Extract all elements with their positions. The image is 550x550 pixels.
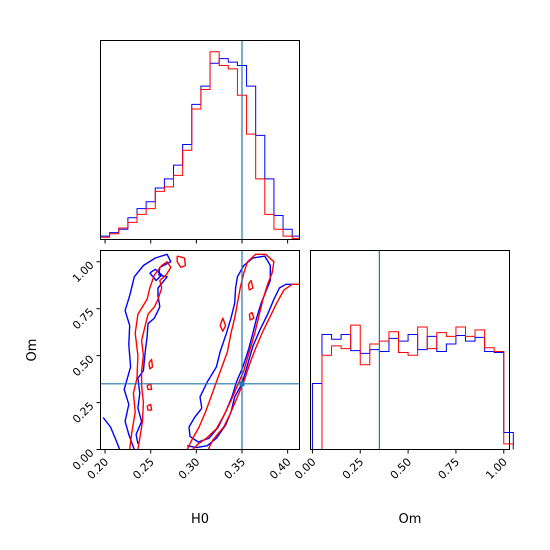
om-histogram-frame xyxy=(310,250,510,450)
om-bottom-tick-label-5: 1.00 xyxy=(483,455,510,482)
contour-line-11 xyxy=(186,253,275,450)
h0-tick-label-5: 0.40 xyxy=(267,455,294,482)
h0-histogram-series xyxy=(100,51,300,240)
om-tick-label-3: 0.50 xyxy=(70,353,97,380)
om-bottom-tick-label-2: 0.25 xyxy=(340,455,367,482)
h0-tick-label-4: 0.35 xyxy=(222,455,249,482)
truth-marker xyxy=(239,381,245,387)
contour-series xyxy=(102,253,300,450)
h0-axis-label: H0 xyxy=(191,512,209,527)
h0-histogram-line-2 xyxy=(100,51,300,240)
contour-line-6 xyxy=(129,261,172,450)
om-yticks: 0.000.250.500.751.00 xyxy=(70,259,101,473)
h0-histogram-frame xyxy=(100,40,300,240)
om-histogram-line-1 xyxy=(311,334,514,450)
contour-line-2 xyxy=(123,253,172,450)
h0-histogram-panel xyxy=(100,40,300,244)
h0-tick-label-3: 0.30 xyxy=(176,455,203,482)
contour-line-9 xyxy=(146,403,153,411)
contour-line-8 xyxy=(146,383,153,391)
contour-line-12 xyxy=(207,283,300,450)
contour-line-7 xyxy=(148,358,154,370)
om-xticks: 0.00 0.25 0.50 0.75 1.00 xyxy=(292,449,510,482)
h0-tick-label-2: 0.25 xyxy=(130,455,157,482)
contour-line-1 xyxy=(102,417,121,450)
contour-line-14 xyxy=(247,279,254,291)
h0-histogram-line-1 xyxy=(100,58,300,240)
om-histogram-series xyxy=(311,324,514,450)
contour-line-10 xyxy=(176,255,187,269)
contour-line-15 xyxy=(248,311,255,321)
om-tick-label-2: 0.25 xyxy=(70,399,97,426)
om-bottom-tick-label-1: 0.00 xyxy=(292,455,319,482)
contour-line-3 xyxy=(149,268,163,282)
contour-frame xyxy=(100,250,300,450)
contour-line-13 xyxy=(219,317,227,332)
h0-histogram-ticks xyxy=(104,239,289,244)
om-tick-label-4: 0.75 xyxy=(70,306,97,333)
om-bottom-tick-label-4: 0.75 xyxy=(436,455,463,482)
om-histogram-line-2 xyxy=(312,324,514,450)
h0-om-contour-panel: 0.20 0.25 0.30 0.35 0.40 0.000.250.500.751.0… xyxy=(25,250,300,527)
om-bottom-axis-label: Om xyxy=(399,512,422,527)
h0-xticks: 0.20 0.25 0.30 0.35 0.40 xyxy=(85,449,294,482)
om-histogram-panel: 0.00 0.25 0.50 0.75 1.00 Om xyxy=(292,250,514,527)
om-axis-label: Om xyxy=(25,339,40,362)
om-tick-label-5: 1.00 xyxy=(70,259,97,286)
om-bottom-tick-label-3: 0.50 xyxy=(388,455,415,482)
